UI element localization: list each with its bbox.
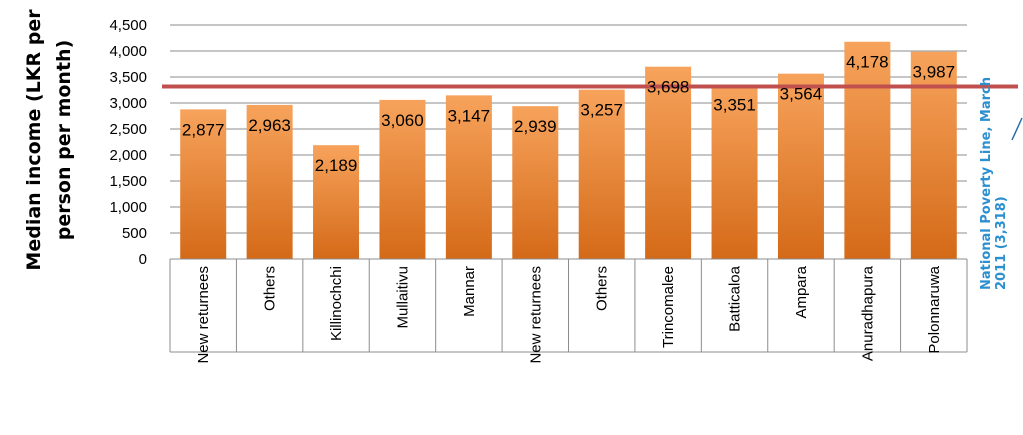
data-label: 3,147	[448, 106, 491, 125]
y-axis-title-line: Median income (LKR per	[23, 9, 45, 271]
y-axis-label: Median income (LKR per person per month)	[23, 9, 75, 271]
bar	[313, 145, 360, 259]
bar	[711, 84, 758, 259]
y-tick-label: 1,500	[109, 173, 147, 190]
category-label: Others	[594, 266, 611, 311]
bar	[578, 89, 625, 259]
category-label: Anuradhapura	[859, 265, 876, 361]
bar	[379, 99, 426, 259]
category-label: Ampara	[793, 265, 810, 318]
bar	[777, 73, 824, 259]
data-label: 2,963	[248, 116, 291, 135]
y-tick-label: 4,000	[109, 43, 147, 60]
annotation-text: National Poverty Line, March	[979, 77, 994, 290]
category-label: New returnees	[195, 266, 212, 364]
bar	[844, 41, 891, 259]
category-label: Others	[262, 266, 279, 311]
category-axis: New returnees Others Killinochchi Mullaitiv…	[169, 258, 968, 364]
data-label: 3,351	[713, 96, 756, 115]
data-labels: 2,877 2,963 2,189 3,060 3,147 2,939 3,257 3,698…	[182, 53, 955, 175]
category-label: Trincomalee	[660, 266, 677, 348]
data-label: 4,178	[846, 53, 889, 72]
category-label: Batticaloa	[727, 265, 744, 332]
bar	[246, 104, 293, 259]
category-label: Polonnaruwa	[926, 265, 943, 353]
y-tick-label: 3,500	[109, 69, 147, 86]
annotation-pointer	[1011, 117, 1023, 141]
data-label: 2,939	[514, 117, 557, 136]
data-label: 2,189	[315, 156, 358, 175]
y-tick-label: 4,500	[109, 17, 147, 34]
data-label: 3,060	[381, 111, 424, 130]
category-label: Killinochchi	[328, 266, 345, 341]
y-tick-label: 2,500	[109, 121, 147, 138]
gridlines	[170, 24, 967, 260]
category-label: Mullaitivu	[394, 266, 411, 329]
data-label: 3,987	[913, 63, 956, 82]
data-label: 2,877	[182, 120, 225, 139]
bar	[445, 95, 492, 259]
bars	[180, 41, 957, 260]
y-tick-label: 1,000	[109, 199, 147, 216]
bar	[645, 66, 692, 259]
category-label: Mannar	[461, 266, 478, 317]
data-label: 3,698	[647, 78, 690, 97]
reference-line-annotation: National Poverty Line, March 2011 (3,318)	[979, 77, 1023, 290]
y-axis-title-line: person per month)	[53, 40, 75, 241]
bar	[512, 106, 559, 259]
annotation-text: 2011 (3,318)	[994, 196, 1009, 290]
y-tick-label: 3,000	[109, 95, 147, 112]
bar	[910, 51, 957, 260]
data-label: 3,564	[780, 85, 823, 104]
y-axis-ticks: 0 500 1,000 1,500 2,000 2,500 3,000 3,500 4,000 4…	[109, 17, 147, 268]
y-tick-label: 2,000	[109, 147, 147, 164]
y-tick-label: 0	[139, 251, 147, 268]
data-label: 3,257	[580, 101, 623, 120]
bar	[180, 109, 227, 260]
category-label: New returnees	[527, 266, 544, 364]
y-tick-label: 500	[122, 225, 147, 242]
